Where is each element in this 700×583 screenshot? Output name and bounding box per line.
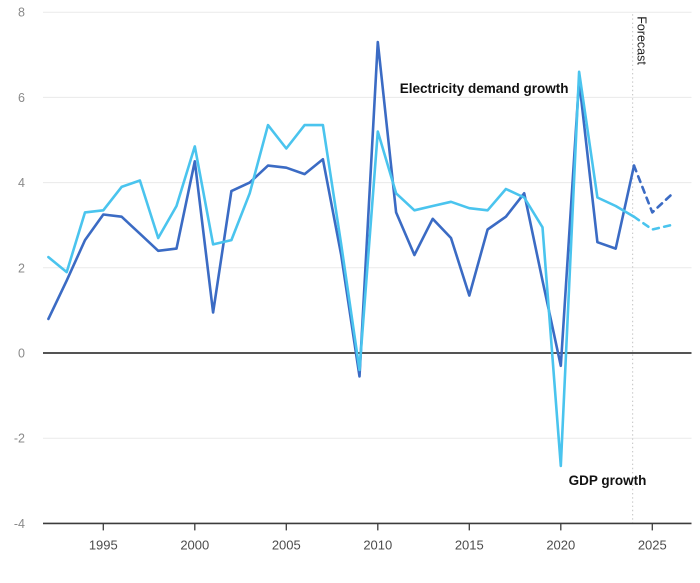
x-tick-label: 2015	[455, 537, 484, 552]
x-tick-label: 2005	[272, 537, 301, 552]
series-forecast-line-gdp-growth	[632, 215, 672, 231]
y-tick-label: 6	[18, 91, 25, 105]
x-tick-label: 2010	[363, 537, 392, 552]
x-tick-label: 2025	[638, 537, 667, 552]
forecast-label: Forecast	[635, 16, 649, 65]
x-tick-label: 2020	[546, 537, 575, 552]
x-tick-label: 2000	[180, 537, 209, 552]
y-tick-label: -2	[14, 432, 25, 446]
series-annotation-label: GDP growth	[569, 473, 647, 488]
series-forecast-line-electricity-demand-growth	[632, 164, 672, 214]
y-tick-label: 2	[18, 261, 25, 275]
y-tick-label: 4	[18, 176, 25, 190]
x-tick-label: 1995	[89, 537, 118, 552]
y-tick-label: -4	[14, 517, 25, 531]
series-line-electricity-demand-growth	[47, 40, 636, 378]
series-annotation-label: Electricity demand growth	[400, 81, 569, 96]
y-tick-label: 0	[18, 347, 25, 361]
y-tick-label: 8	[18, 6, 25, 20]
series-line-gdp-growth	[47, 70, 636, 468]
